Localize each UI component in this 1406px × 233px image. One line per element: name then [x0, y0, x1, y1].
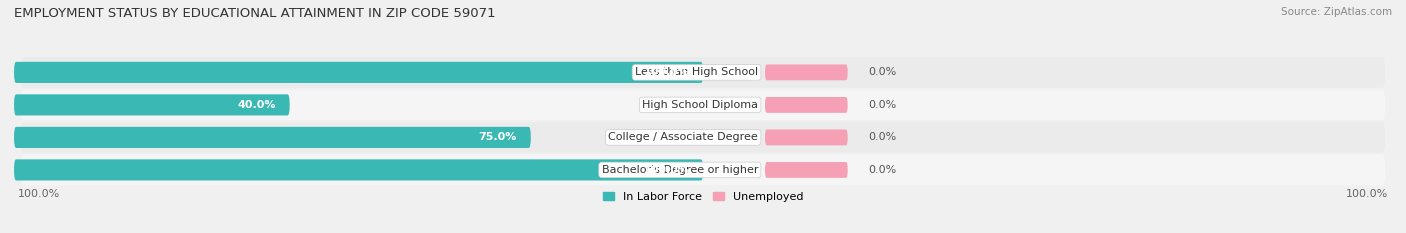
Text: 0.0%: 0.0%	[869, 165, 897, 175]
Text: College / Associate Degree: College / Associate Degree	[609, 132, 758, 142]
Text: Less than High School: Less than High School	[636, 67, 758, 77]
Text: 75.0%: 75.0%	[478, 132, 517, 142]
Text: 0.0%: 0.0%	[869, 132, 897, 142]
FancyBboxPatch shape	[765, 65, 848, 80]
FancyBboxPatch shape	[14, 62, 703, 83]
Text: 0.0%: 0.0%	[869, 100, 897, 110]
Text: 100.0%: 100.0%	[17, 189, 59, 199]
Text: EMPLOYMENT STATUS BY EDUCATIONAL ATTAINMENT IN ZIP CODE 59071: EMPLOYMENT STATUS BY EDUCATIONAL ATTAINM…	[14, 7, 496, 20]
Text: 40.0%: 40.0%	[238, 100, 276, 110]
Text: High School Diploma: High School Diploma	[643, 100, 758, 110]
Text: Source: ZipAtlas.com: Source: ZipAtlas.com	[1281, 7, 1392, 17]
Text: 0.0%: 0.0%	[869, 67, 897, 77]
FancyBboxPatch shape	[14, 159, 703, 181]
FancyBboxPatch shape	[21, 122, 1385, 153]
FancyBboxPatch shape	[21, 155, 1385, 185]
FancyBboxPatch shape	[21, 57, 1385, 88]
FancyBboxPatch shape	[765, 130, 848, 145]
FancyBboxPatch shape	[765, 162, 848, 178]
Text: 100.0%: 100.0%	[1347, 189, 1389, 199]
Text: 100.0%: 100.0%	[643, 67, 689, 77]
FancyBboxPatch shape	[21, 90, 1385, 120]
Text: 100.0%: 100.0%	[643, 165, 689, 175]
FancyBboxPatch shape	[14, 94, 290, 116]
Legend: In Labor Force, Unemployed: In Labor Force, Unemployed	[598, 188, 808, 206]
FancyBboxPatch shape	[765, 97, 848, 113]
Text: Bachelor's Degree or higher: Bachelor's Degree or higher	[602, 165, 758, 175]
FancyBboxPatch shape	[14, 127, 531, 148]
